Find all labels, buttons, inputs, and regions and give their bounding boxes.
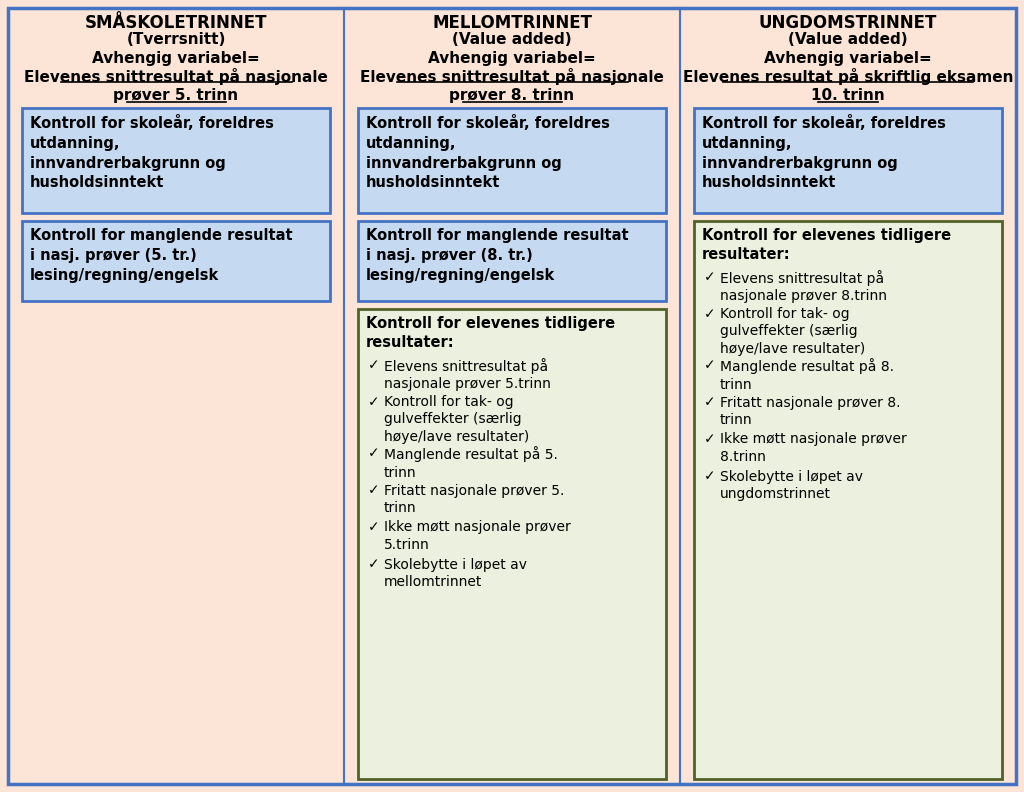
Text: Avhengig variabel=: Avhengig variabel= xyxy=(764,51,932,66)
Text: Elevenes resultat på skriftlig eksamen: Elevenes resultat på skriftlig eksamen xyxy=(683,68,1014,85)
Text: Kontroll for elevenes tidligere
resultater:: Kontroll for elevenes tidligere resultat… xyxy=(702,228,951,261)
Text: ✓: ✓ xyxy=(368,358,380,372)
Text: Skolebytte i løpet av
mellomtrinnet: Skolebytte i løpet av mellomtrinnet xyxy=(384,558,527,588)
Text: prøver 5. trinn: prøver 5. trinn xyxy=(114,88,239,103)
FancyBboxPatch shape xyxy=(22,221,330,301)
Text: ✓: ✓ xyxy=(705,470,716,483)
Text: Kontroll for tak- og
gulveffekter (særlig
høye/lave resultater): Kontroll for tak- og gulveffekter (særli… xyxy=(720,307,865,356)
Text: Kontroll for manglende resultat
i nasj. prøver (8. tr.)
lesing/regning/engelsk: Kontroll for manglende resultat i nasj. … xyxy=(366,228,629,283)
FancyBboxPatch shape xyxy=(358,108,666,213)
FancyBboxPatch shape xyxy=(8,8,1016,784)
Text: Elevenes snittresultat på nasjonale: Elevenes snittresultat på nasjonale xyxy=(24,68,328,85)
Text: ✓: ✓ xyxy=(368,447,380,460)
Text: 10. trinn: 10. trinn xyxy=(811,88,885,103)
Text: ✓: ✓ xyxy=(368,520,380,535)
Text: Kontroll for manglende resultat
i nasj. prøver (5. tr.)
lesing/regning/engelsk: Kontroll for manglende resultat i nasj. … xyxy=(30,228,293,283)
Text: Kontroll for skoleår, foreldres
utdanning,
innvandrerbakgrunn og
husholdsinntekt: Kontroll for skoleår, foreldres utdannin… xyxy=(30,115,273,190)
Text: UNGDOMSTRINNET: UNGDOMSTRINNET xyxy=(759,14,937,32)
FancyBboxPatch shape xyxy=(694,108,1002,213)
FancyBboxPatch shape xyxy=(694,221,1002,779)
Text: Manglende resultat på 5.
trinn: Manglende resultat på 5. trinn xyxy=(384,447,558,480)
Text: ✓: ✓ xyxy=(368,395,380,409)
Text: Fritatt nasjonale prøver 8.
trinn: Fritatt nasjonale prøver 8. trinn xyxy=(720,395,900,427)
Text: Ikke møtt nasjonale prøver
5.trinn: Ikke møtt nasjonale prøver 5.trinn xyxy=(384,520,570,552)
Text: ✓: ✓ xyxy=(705,270,716,284)
Text: ✓: ✓ xyxy=(368,558,380,572)
FancyBboxPatch shape xyxy=(22,108,330,213)
Text: ✓: ✓ xyxy=(705,432,716,447)
Text: (Value added): (Value added) xyxy=(453,32,571,47)
Text: Elevens snittresultat på
nasjonale prøver 5.trinn: Elevens snittresultat på nasjonale prøve… xyxy=(384,358,551,391)
Text: ✓: ✓ xyxy=(705,395,716,409)
FancyBboxPatch shape xyxy=(358,309,666,779)
Text: (Value added): (Value added) xyxy=(788,32,908,47)
Text: Manglende resultat på 8.
trinn: Manglende resultat på 8. trinn xyxy=(720,359,894,392)
Text: Elevens snittresultat på
nasjonale prøver 8.trinn: Elevens snittresultat på nasjonale prøve… xyxy=(720,270,887,303)
Text: Elevenes snittresultat på nasjonale: Elevenes snittresultat på nasjonale xyxy=(360,68,664,85)
Text: Ikke møtt nasjonale prøver
8.trinn: Ikke møtt nasjonale prøver 8.trinn xyxy=(720,432,906,464)
Text: Kontroll for skoleår, foreldres
utdanning,
innvandrerbakgrunn og
husholdsinntekt: Kontroll for skoleår, foreldres utdannin… xyxy=(366,115,610,190)
FancyBboxPatch shape xyxy=(358,221,666,301)
Text: Kontroll for skoleår, foreldres
utdanning,
innvandrerbakgrunn og
husholdsinntekt: Kontroll for skoleår, foreldres utdannin… xyxy=(702,115,946,190)
Text: MELLOMTRINNET: MELLOMTRINNET xyxy=(432,14,592,32)
Text: ✓: ✓ xyxy=(705,307,716,321)
Text: ✓: ✓ xyxy=(705,359,716,372)
Text: Avhengig variabel=: Avhengig variabel= xyxy=(92,51,260,66)
Text: SMÅSKOLETRINNET: SMÅSKOLETRINNET xyxy=(85,14,267,32)
Text: (Tverrsnitt): (Tverrsnitt) xyxy=(126,32,225,47)
Text: Kontroll for tak- og
gulveffekter (særlig
høye/lave resultater): Kontroll for tak- og gulveffekter (særli… xyxy=(384,395,529,444)
Text: prøver 8. trinn: prøver 8. trinn xyxy=(450,88,574,103)
Text: Avhengig variabel=: Avhengig variabel= xyxy=(428,51,596,66)
Text: Fritatt nasjonale prøver 5.
trinn: Fritatt nasjonale prøver 5. trinn xyxy=(384,483,564,515)
Text: Kontroll for elevenes tidligere
resultater:: Kontroll for elevenes tidligere resultat… xyxy=(366,316,615,349)
Text: ✓: ✓ xyxy=(368,483,380,497)
Text: Skolebytte i løpet av
ungdomstrinnet: Skolebytte i løpet av ungdomstrinnet xyxy=(720,470,863,501)
